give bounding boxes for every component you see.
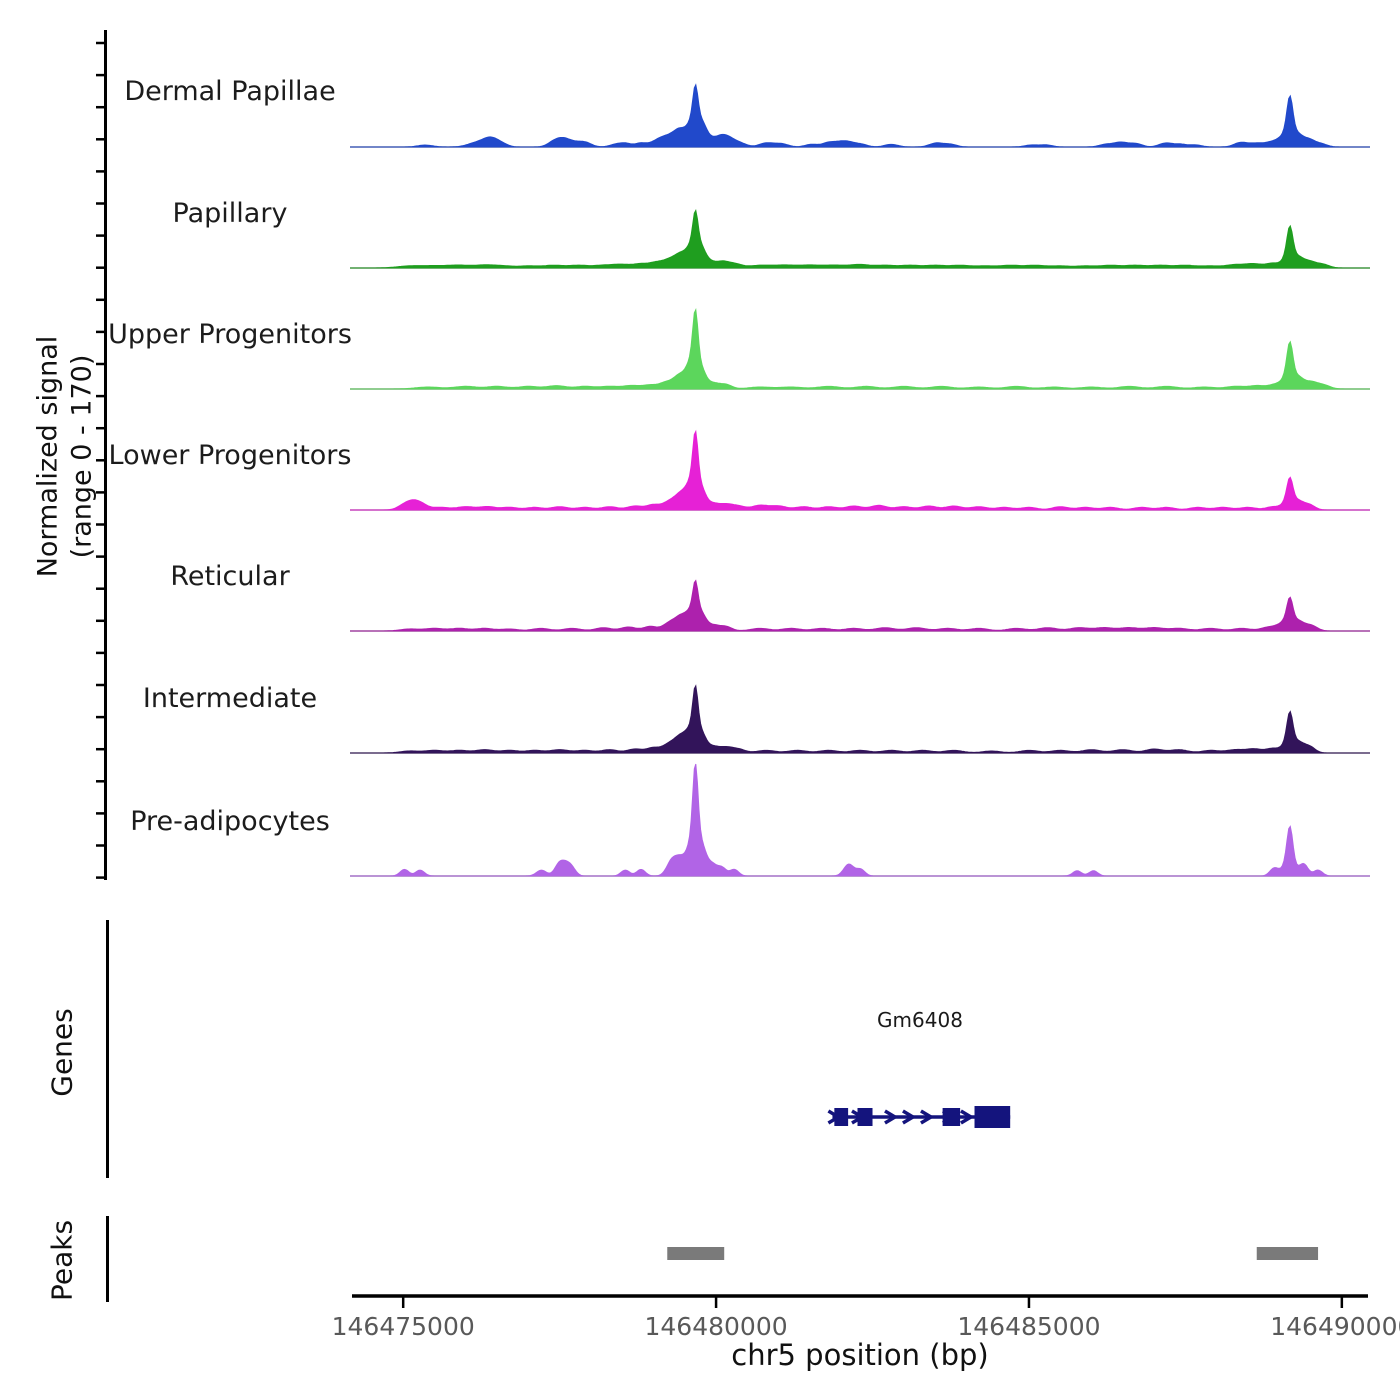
y-axis-label-line2: (range 0 - 170)	[66, 354, 98, 559]
gene-strand-arrow	[960, 1109, 975, 1125]
x-axis-title: chr5 position (bp)	[731, 1338, 989, 1372]
track-label-papillary: Papillary	[172, 198, 288, 229]
signal-area-intermediate	[350, 684, 1370, 754]
genes-section-label: Genes	[45, 1008, 79, 1097]
signal-area-dermal-papillae	[350, 83, 1370, 148]
track-label-lower-progenitors: Lower Progenitors	[108, 440, 352, 471]
y-axis-label-line1: Normalized signal	[32, 335, 64, 578]
x-axis-tick-label: 146480000	[644, 1312, 787, 1341]
track-label-upper-progenitors: Upper Progenitors	[108, 319, 352, 350]
peak-region	[1256, 1247, 1319, 1260]
x-axis-tick-label: 146485000	[957, 1312, 1100, 1341]
signal-area-papillary	[350, 209, 1370, 269]
track-label-reticular: Reticular	[170, 561, 290, 592]
gene-exon	[942, 1108, 961, 1126]
signal-area-upper-progenitors	[350, 308, 1370, 390]
signal-area-pre-adipocytes	[350, 763, 1370, 877]
gene-name-gm6408: Gm6408	[877, 1008, 963, 1032]
gene-exon	[857, 1108, 873, 1126]
gene-exon	[974, 1106, 1011, 1128]
gene-strand-arrow	[884, 1109, 899, 1125]
peak-region	[667, 1247, 725, 1260]
track-label-pre-adipocytes: Pre-adipocytes	[130, 806, 330, 837]
x-axis-tick-label: 146490000	[1270, 1312, 1400, 1341]
gene-strand-arrow	[920, 1109, 935, 1125]
signal-area-lower-progenitors	[350, 429, 1370, 511]
x-axis-tick-label: 146475000	[332, 1312, 475, 1341]
gene-exon	[834, 1108, 849, 1126]
signal-area-reticular	[350, 579, 1370, 632]
track-label-intermediate: Intermediate	[142, 683, 318, 714]
track-label-dermal-papillae: Dermal Papillae	[124, 76, 336, 107]
peaks-section-label: Peaks	[45, 1219, 79, 1302]
gene-strand-arrow	[902, 1109, 917, 1125]
